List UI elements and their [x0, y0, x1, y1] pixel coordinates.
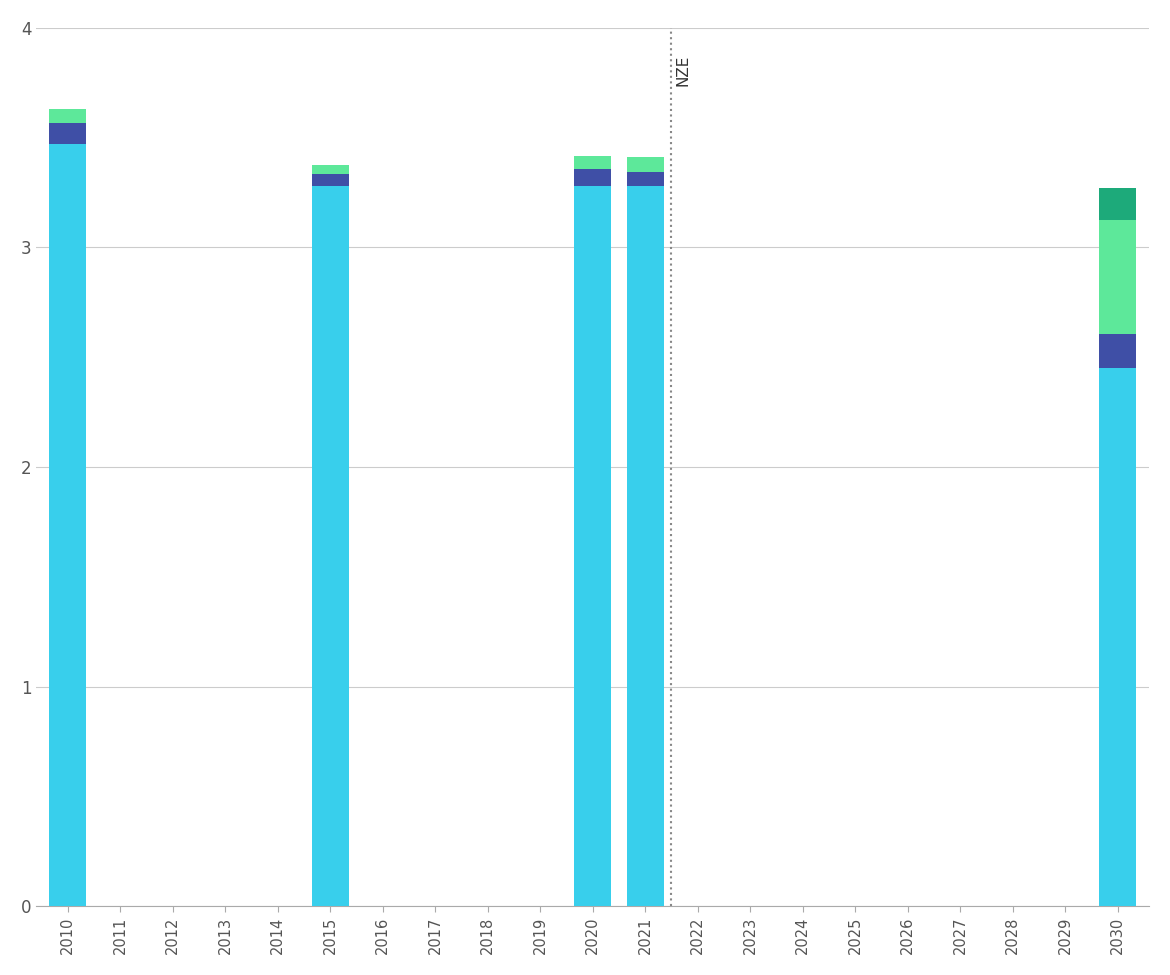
Bar [627, 157, 663, 172]
Bar [1100, 188, 1136, 220]
Bar [627, 172, 663, 186]
Bar [574, 186, 611, 906]
Bar [312, 186, 349, 906]
Bar [49, 144, 87, 906]
Bar [574, 170, 611, 186]
Bar [627, 186, 663, 906]
Bar [49, 124, 87, 144]
Bar [49, 109, 87, 124]
Bar [312, 174, 349, 186]
Bar [1100, 220, 1136, 334]
Bar [574, 156, 611, 170]
Bar [312, 165, 349, 174]
Bar [1100, 369, 1136, 906]
Bar [1100, 334, 1136, 369]
Text: NZE: NZE [675, 55, 690, 86]
